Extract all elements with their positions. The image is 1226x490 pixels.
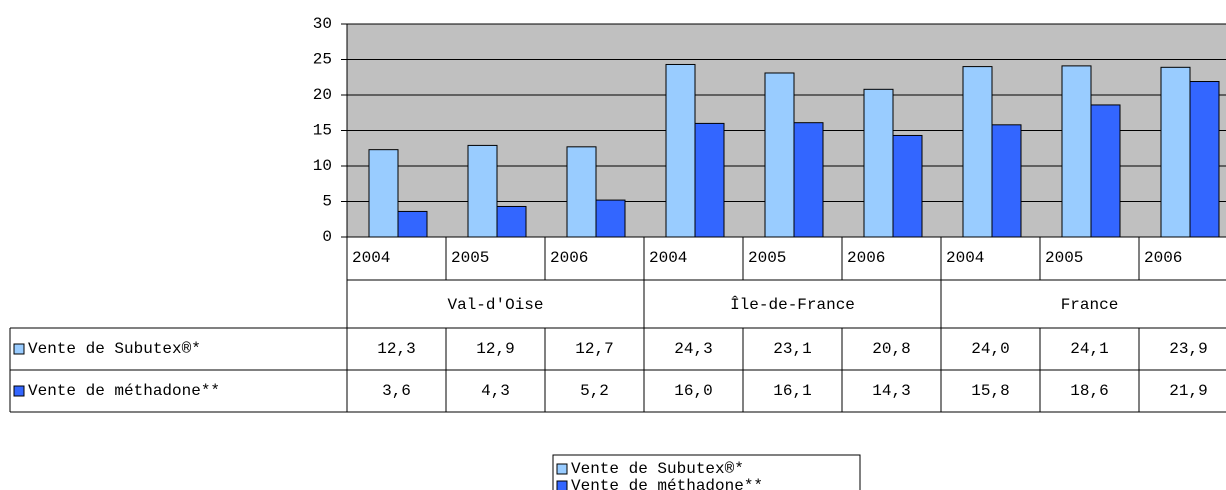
y-tick-label: 10 [313,157,332,175]
table-value: 24,1 [1070,340,1108,358]
x-tick-label: 2004 [649,249,687,267]
group-label: France [1061,296,1119,314]
x-tick-label: 2005 [451,249,489,267]
series-name: Vente de méthadone** [28,382,220,400]
bar [863,88,894,238]
bar [1090,104,1121,238]
table-value: 21,9 [1169,382,1207,400]
table-value: 12,7 [575,340,613,358]
bar [566,146,597,238]
y-tick-label: 25 [313,51,332,69]
group-label: Île-de-France [730,295,855,314]
table-value: 18,6 [1070,382,1108,400]
bar [764,72,795,238]
legend-swatch [556,480,568,490]
table-value: 16,0 [674,382,712,400]
x-tick-label: 2006 [550,249,588,267]
table-value: 23,9 [1169,340,1207,358]
x-tick-label: 2004 [352,249,390,267]
legend-swatch [13,343,25,355]
bar [962,66,993,238]
x-tick-label: 2005 [748,249,786,267]
x-tick-label: 2004 [946,249,984,267]
y-tick-label: 0 [322,228,332,246]
table-value: 3,6 [382,382,411,400]
bar [665,63,696,238]
table-value: 24,0 [971,340,1009,358]
legend-label: Vente de méthadone** [571,477,763,490]
legend-swatch [13,385,25,397]
table-value: 5,2 [580,382,609,400]
table-value: 16,1 [773,382,811,400]
table-value: 4,3 [481,382,510,400]
series-name: Vente de Subutex®* [28,340,201,358]
legend-swatch [556,463,568,475]
bar [1061,65,1092,238]
table-value: 14,3 [872,382,910,400]
x-tick-label: 2006 [1144,249,1182,267]
legend-label: Vente de Subutex®* [571,460,744,478]
bar [1189,81,1220,238]
table-value: 23,1 [773,340,811,358]
bar [991,124,1022,238]
bar [496,205,527,238]
bar [1160,66,1191,238]
y-tick-label: 15 [313,122,332,140]
table-value: 12,3 [377,340,415,358]
x-tick-label: 2005 [1045,249,1083,267]
bar [467,144,498,238]
table-value: 12,9 [476,340,514,358]
y-tick-label: 20 [313,86,332,104]
legend [552,454,861,490]
y-tick-label: 30 [313,15,332,33]
bar [694,122,725,238]
table-value: 15,8 [971,382,1009,400]
bar [595,199,626,238]
table-value: 24,3 [674,340,712,358]
bar [368,149,399,238]
bar [397,210,428,238]
y-tick-label: 5 [322,193,332,211]
bar [793,122,824,238]
table-value: 20,8 [872,340,910,358]
bar [892,134,923,238]
x-tick-label: 2006 [847,249,885,267]
group-label: Val-d'Oise [447,296,543,314]
